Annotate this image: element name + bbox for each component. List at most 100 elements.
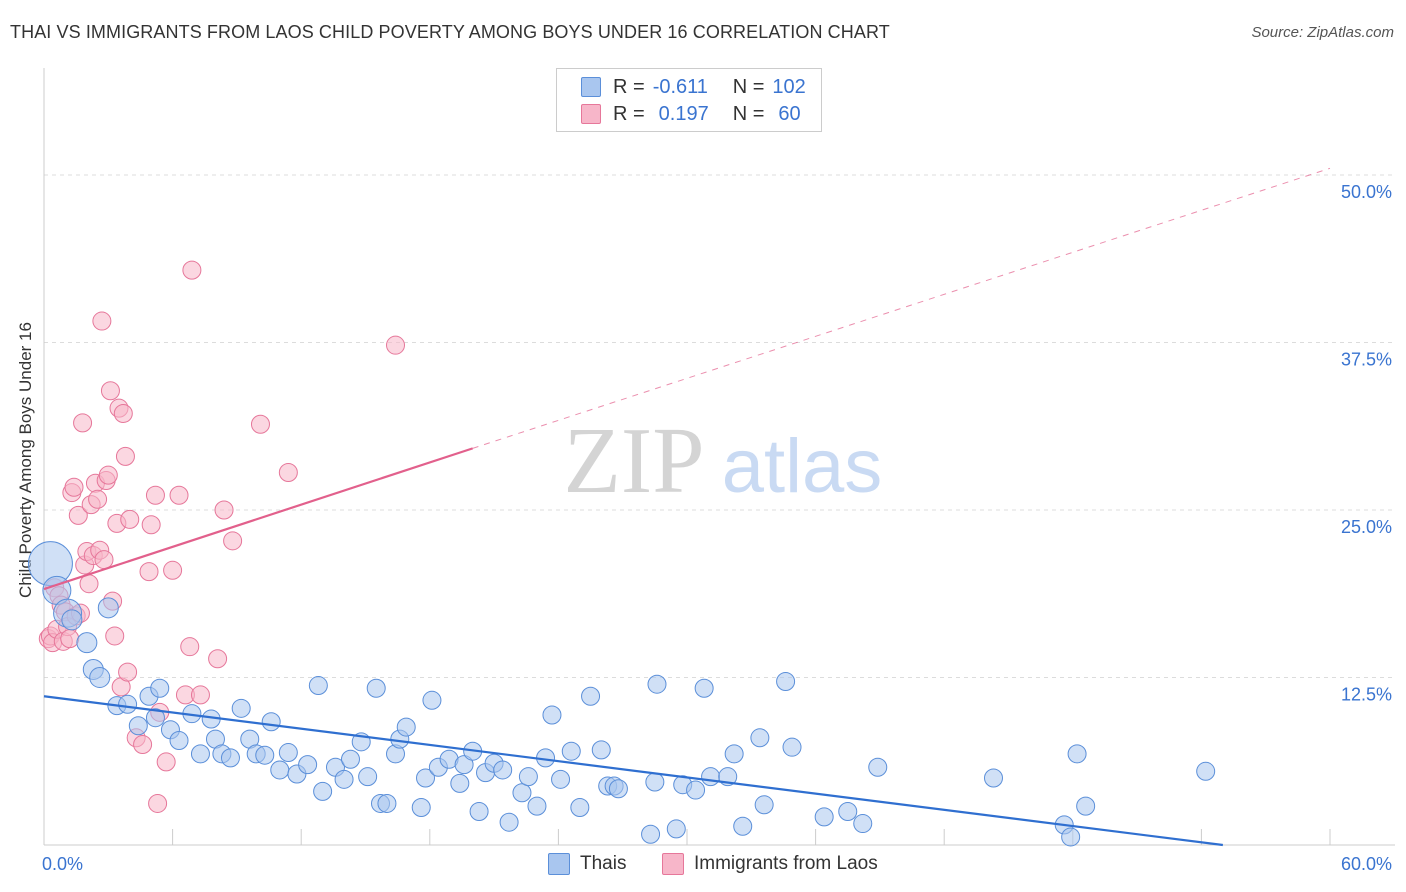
data-point (214, 500, 234, 520)
data-point (776, 672, 796, 692)
data-point (182, 260, 202, 280)
data-point (118, 694, 138, 714)
data-point (141, 515, 161, 535)
data-point (278, 743, 298, 763)
laos-legend-label: Immigrants from Laos (694, 853, 878, 874)
data-point (724, 744, 744, 764)
data-point (97, 597, 119, 619)
data-point (250, 414, 270, 434)
data-point (416, 768, 436, 788)
data-point (340, 749, 360, 769)
legend-n-label: N = (732, 75, 765, 98)
data-point (838, 802, 858, 821)
legend-r-value: 0.197 (658, 102, 709, 125)
data-point (853, 814, 873, 834)
data-point (581, 686, 601, 706)
y-tick-label: 37.5% (1341, 350, 1392, 370)
data-point (223, 531, 243, 551)
data-point (105, 626, 125, 646)
data-point (542, 705, 562, 725)
data-point (115, 446, 135, 466)
data-point (645, 772, 665, 792)
grid-lines (44, 174, 1395, 678)
data-point (313, 781, 333, 801)
data-point (733, 816, 753, 836)
data-point (377, 793, 397, 813)
legend-r-label: R = (613, 75, 645, 98)
legend: R = -0.611 N = 102 R = 0.197 N = 60 (556, 68, 822, 132)
data-point (298, 755, 318, 775)
data-point (231, 698, 251, 718)
data-point (518, 767, 538, 787)
thai-trend-line (43, 695, 1223, 847)
tick-labels: 0.0% 60.0% 12.5% 25.0% 37.5% 50.0% (42, 182, 1392, 874)
legend-row-laos: R = 0.197 N = 60 (581, 101, 801, 127)
chart-title: THAI VS IMMIGRANTS FROM LAOS CHILD POVER… (10, 22, 890, 42)
data-point (694, 678, 714, 698)
laos-swatch (581, 104, 601, 124)
data-point (570, 797, 590, 817)
bottom-legend-laos: Immigrants from Laos (662, 852, 878, 876)
data-point (1067, 744, 1087, 764)
data-point (701, 767, 721, 787)
data-point (366, 678, 386, 698)
data-point (469, 802, 489, 821)
data-point (1076, 796, 1096, 816)
thai-legend-swatch (548, 853, 570, 875)
data-point (561, 741, 581, 761)
data-point (782, 737, 802, 757)
watermark-zip: ZIP (564, 409, 705, 513)
data-point (76, 632, 98, 654)
data-point (145, 708, 165, 728)
data-point (647, 674, 667, 694)
thai-series (27, 541, 1216, 847)
data-point (278, 462, 298, 482)
data-point (750, 728, 770, 748)
data-point (68, 505, 88, 525)
data-point (88, 489, 108, 509)
data-point (73, 413, 93, 433)
data-point (1061, 827, 1081, 847)
data-point (118, 662, 138, 682)
data-point (180, 637, 200, 657)
data-point (868, 757, 888, 777)
data-point (190, 685, 210, 705)
data-point (666, 819, 686, 839)
data-point (334, 769, 354, 789)
data-point (169, 485, 189, 505)
x-tick-label: 0.0% (42, 854, 83, 874)
data-point (591, 740, 611, 760)
data-point (386, 335, 406, 355)
data-point (814, 807, 834, 827)
data-point (150, 678, 170, 698)
data-point (98, 465, 118, 485)
data-point (450, 773, 470, 793)
data-point (120, 509, 140, 529)
x-tick-label: 60.0% (1341, 854, 1392, 874)
data-point (128, 716, 148, 736)
legend-r-value: -0.611 (652, 75, 708, 98)
data-point (454, 755, 474, 775)
axes (43, 68, 1395, 846)
data-point (60, 629, 80, 649)
watermark-atlas: atlas (722, 424, 883, 509)
data-point (133, 735, 153, 754)
thai-legend-label: Thais (580, 853, 627, 874)
y-tick-label: 50.0% (1341, 182, 1392, 202)
data-point (308, 676, 328, 696)
data-point (220, 748, 240, 768)
laos-series (38, 260, 406, 813)
data-point (754, 795, 774, 815)
data-point (396, 717, 416, 737)
data-point (1196, 761, 1216, 781)
data-point (358, 767, 378, 787)
data-point (983, 768, 1003, 788)
data-point (94, 550, 114, 570)
data-point (255, 745, 275, 765)
data-point (89, 667, 111, 688)
data-point (145, 485, 165, 505)
data-point (499, 812, 519, 832)
y-tick-label: 12.5% (1341, 685, 1392, 705)
laos-trend-extension (472, 167, 1331, 449)
